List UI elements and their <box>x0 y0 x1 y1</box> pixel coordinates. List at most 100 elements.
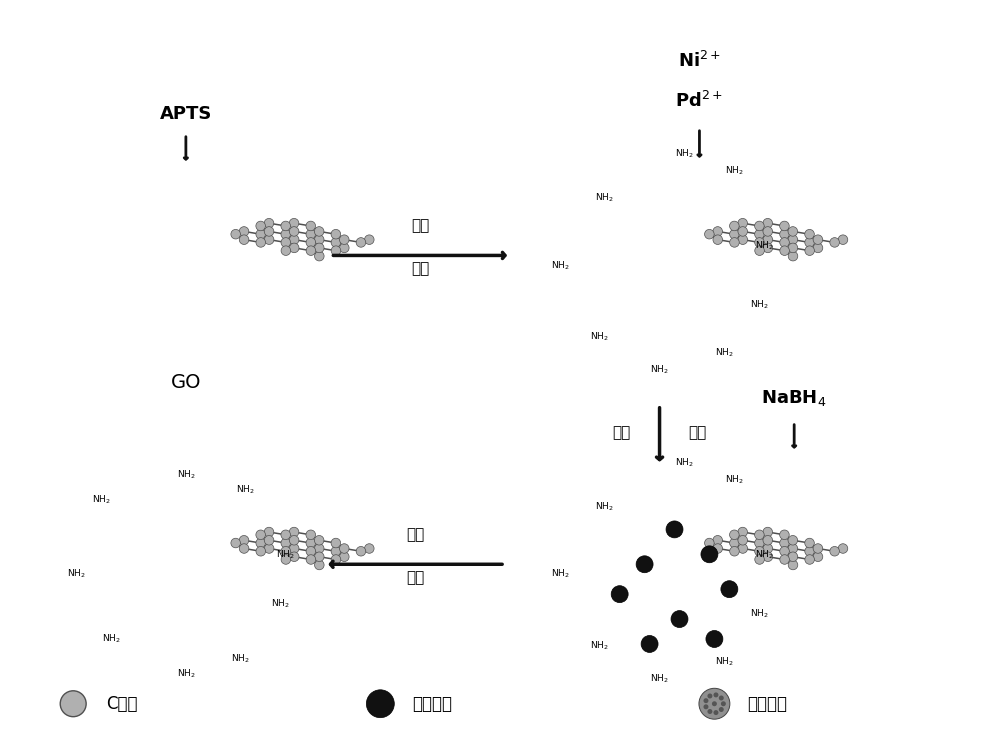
Circle shape <box>281 246 291 255</box>
Circle shape <box>331 229 341 239</box>
Circle shape <box>788 544 798 554</box>
Circle shape <box>306 238 316 247</box>
Circle shape <box>719 707 724 712</box>
Circle shape <box>289 528 299 536</box>
Circle shape <box>730 221 739 231</box>
Text: NH$_2$: NH$_2$ <box>92 494 110 505</box>
Text: NH$_2$: NH$_2$ <box>236 483 255 496</box>
Text: NH$_2$: NH$_2$ <box>177 468 195 481</box>
Circle shape <box>339 544 349 554</box>
Text: NH$_2$: NH$_2$ <box>750 608 769 620</box>
Circle shape <box>281 530 290 539</box>
Circle shape <box>838 544 848 554</box>
Circle shape <box>755 246 764 255</box>
Circle shape <box>264 528 274 536</box>
Circle shape <box>365 235 374 244</box>
Circle shape <box>703 704 708 710</box>
Circle shape <box>763 528 773 536</box>
Circle shape <box>306 221 316 231</box>
Circle shape <box>738 544 748 554</box>
Text: C原子: C原子 <box>106 695 138 713</box>
Circle shape <box>339 235 349 244</box>
Circle shape <box>340 552 349 562</box>
Text: NH$_2$: NH$_2$ <box>650 364 669 376</box>
Text: 超声: 超声 <box>688 425 707 440</box>
Text: 搅拌: 搅拌 <box>406 527 424 542</box>
Circle shape <box>805 546 814 556</box>
Circle shape <box>730 229 739 239</box>
Text: NH$_2$: NH$_2$ <box>67 568 85 580</box>
Circle shape <box>830 238 839 247</box>
Circle shape <box>331 546 341 556</box>
Circle shape <box>763 544 773 554</box>
Circle shape <box>721 702 726 706</box>
Circle shape <box>331 555 341 565</box>
Circle shape <box>713 544 723 554</box>
Circle shape <box>788 243 798 252</box>
Circle shape <box>763 226 773 236</box>
Circle shape <box>231 538 240 548</box>
Circle shape <box>763 218 773 228</box>
Text: NH$_2$: NH$_2$ <box>177 667 195 680</box>
Circle shape <box>331 538 341 548</box>
Circle shape <box>805 555 814 565</box>
Circle shape <box>314 226 324 236</box>
Circle shape <box>366 690 394 718</box>
Circle shape <box>699 688 730 719</box>
Circle shape <box>306 246 316 255</box>
Circle shape <box>788 536 798 545</box>
Circle shape <box>705 229 714 239</box>
Circle shape <box>356 238 366 247</box>
Circle shape <box>289 544 299 554</box>
Text: NH$_2$: NH$_2$ <box>675 147 694 160</box>
Circle shape <box>264 536 274 545</box>
Circle shape <box>331 246 341 255</box>
Circle shape <box>763 235 773 244</box>
Circle shape <box>813 552 823 562</box>
Text: NH$_2$: NH$_2$ <box>231 653 250 665</box>
Text: NH$_2$: NH$_2$ <box>590 331 609 343</box>
Circle shape <box>780 538 789 548</box>
Circle shape <box>239 536 249 545</box>
Circle shape <box>256 238 266 247</box>
Circle shape <box>701 546 718 563</box>
Circle shape <box>356 546 366 556</box>
Circle shape <box>780 221 789 231</box>
Text: 超声: 超声 <box>406 570 424 585</box>
Text: NH$_2$: NH$_2$ <box>276 548 295 561</box>
Circle shape <box>239 544 249 554</box>
Circle shape <box>365 544 374 554</box>
Text: NH$_2$: NH$_2$ <box>755 239 774 252</box>
Circle shape <box>306 530 316 539</box>
Circle shape <box>289 536 299 545</box>
Circle shape <box>231 229 240 239</box>
Circle shape <box>712 702 717 706</box>
Circle shape <box>239 235 249 244</box>
Circle shape <box>830 546 839 556</box>
Text: NH$_2$: NH$_2$ <box>595 500 614 513</box>
Text: GO: GO <box>171 374 201 392</box>
Circle shape <box>730 238 739 247</box>
Text: 金属颗粒: 金属颗粒 <box>747 695 787 713</box>
Circle shape <box>730 538 739 548</box>
Circle shape <box>289 243 299 252</box>
Circle shape <box>813 544 823 554</box>
Text: NH$_2$: NH$_2$ <box>271 598 290 610</box>
Circle shape <box>755 555 764 565</box>
Circle shape <box>813 235 823 244</box>
Circle shape <box>314 536 324 545</box>
Circle shape <box>719 696 724 701</box>
Circle shape <box>289 226 299 236</box>
Circle shape <box>763 536 773 545</box>
Circle shape <box>707 709 712 714</box>
Circle shape <box>713 536 722 545</box>
Circle shape <box>780 546 789 556</box>
Circle shape <box>805 538 814 548</box>
Circle shape <box>60 691 86 717</box>
Circle shape <box>636 556 653 573</box>
Text: NH$_2$: NH$_2$ <box>725 474 744 486</box>
Circle shape <box>264 544 274 554</box>
Circle shape <box>281 538 291 548</box>
Text: Pd$^{2+}$: Pd$^{2+}$ <box>675 91 723 111</box>
Circle shape <box>721 581 738 598</box>
